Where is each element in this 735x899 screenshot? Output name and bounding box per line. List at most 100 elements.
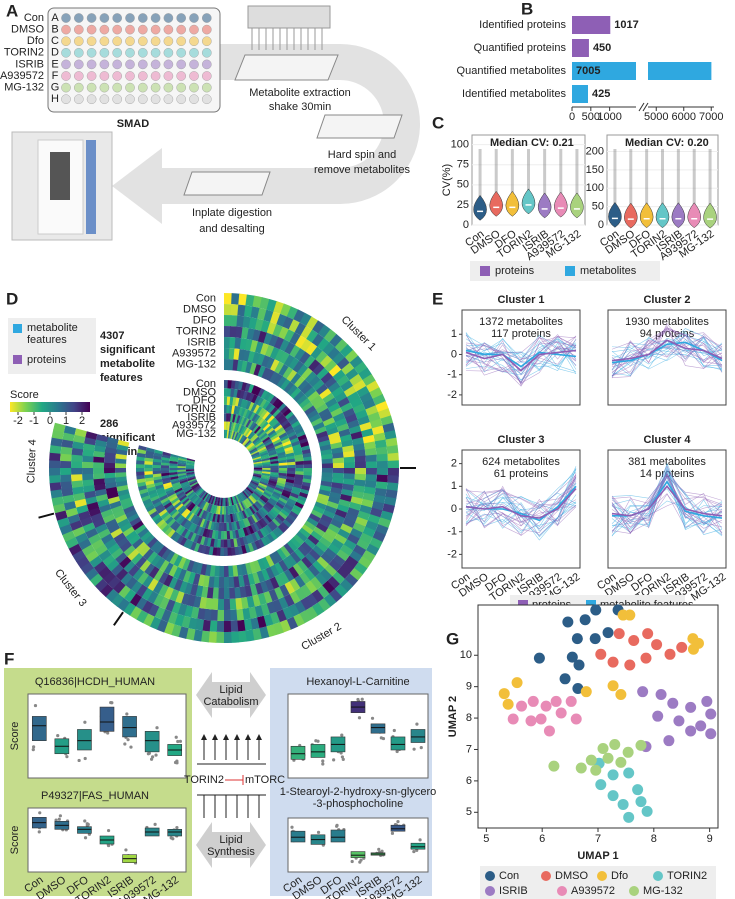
jitter-point	[54, 818, 58, 822]
jitter-point	[357, 716, 362, 720]
count-text: metabolite	[100, 358, 155, 370]
heatmap-cell	[293, 309, 306, 323]
well	[112, 13, 122, 23]
heatmap-cell	[354, 455, 366, 463]
heatmap-cell	[304, 386, 317, 399]
heatmap-cell	[253, 459, 262, 463]
heatmap-cell	[241, 436, 248, 445]
heatmap-cell	[373, 432, 386, 443]
heatmap-cell	[221, 514, 224, 523]
heatmap-cell	[363, 486, 376, 496]
heatmap-cell	[385, 489, 398, 500]
heatmap-cell	[172, 566, 183, 579]
ring-label: TORIN2	[176, 403, 216, 415]
heatmap-cell	[253, 466, 263, 469]
heatmap-cell	[233, 504, 238, 513]
heatmap-cell	[257, 484, 267, 490]
heatmap-cell	[207, 495, 213, 504]
well	[137, 48, 148, 58]
heatmap-cell	[286, 458, 296, 463]
heatmap-cell	[202, 510, 209, 520]
heatmap-cell	[349, 528, 363, 540]
heatmap-cell	[234, 495, 239, 504]
well	[74, 24, 84, 35]
well	[86, 94, 97, 104]
heatmap-cell	[167, 493, 177, 500]
heatmap-cell	[223, 497, 226, 507]
heatmap-cell	[229, 326, 238, 338]
heatmap-cell	[197, 517, 204, 527]
jitter-point	[125, 712, 129, 716]
scatter-point	[566, 651, 578, 663]
trace-line	[465, 334, 577, 373]
heatmap-cell	[167, 506, 176, 514]
trace-line	[465, 337, 577, 368]
colorbar-tick-label: 0	[47, 415, 53, 427]
heatmap-cell	[93, 450, 106, 458]
heatmap-cell	[213, 496, 218, 506]
cluster-label: Cluster 3	[52, 567, 89, 609]
well	[150, 48, 161, 58]
heatmap-cell	[266, 485, 275, 492]
heatmap-cell	[169, 471, 178, 476]
mean-line	[465, 349, 577, 368]
heatmap-cell	[136, 463, 145, 468]
heatmap-cell	[160, 467, 170, 471]
heatmap-cell	[248, 533, 255, 544]
colorbar-tick-label: 1	[63, 415, 69, 427]
jitter-point	[32, 745, 36, 749]
y-tick-label: 100	[586, 182, 604, 194]
heatmap-cell	[210, 598, 219, 610]
heatmap-cell	[263, 491, 272, 498]
jitter-point	[150, 755, 155, 759]
legend-label: DMSO	[555, 870, 588, 882]
heatmap-cell	[244, 409, 251, 419]
y-axis-label: Score	[9, 722, 21, 751]
heatmap-cell	[295, 461, 304, 466]
heatmap-cell	[235, 423, 241, 433]
heatmap-cell	[320, 412, 334, 423]
heatmap-cell	[278, 459, 287, 464]
heatmap-cell	[260, 476, 270, 481]
heatmap-cell	[299, 351, 312, 365]
arrow-tips	[201, 734, 262, 740]
heatmap-cell	[259, 481, 268, 487]
heatmap-cell	[255, 416, 263, 425]
heatmap-cell	[187, 512, 195, 522]
axis-break	[638, 102, 645, 112]
ring-label: DMSO	[183, 303, 216, 315]
scatter-point	[637, 686, 649, 698]
cluster-count: 1372 metabolites	[479, 316, 563, 328]
scatter-point	[579, 614, 591, 626]
heatmap-cell	[175, 489, 184, 496]
heatmap-cell	[255, 511, 263, 520]
heatmap-cell	[249, 412, 256, 421]
heatmap-cell	[52, 502, 66, 514]
heatmap-cell	[218, 497, 222, 507]
heatmap-cell	[289, 345, 301, 358]
heatmap-cell	[240, 435, 247, 444]
colorbar-tick-label: -2	[13, 415, 23, 427]
heatmap-cell	[204, 511, 211, 521]
heatmap-cell	[205, 528, 211, 538]
well	[86, 59, 97, 70]
heatmap-cell	[342, 445, 354, 453]
heatmap-cell	[169, 467, 178, 471]
heatmap-cell	[136, 571, 149, 585]
heatmap-cell	[259, 419, 267, 428]
scatter-point	[570, 713, 582, 725]
ring-label: Con	[196, 292, 216, 304]
plate-row-letter: C	[51, 35, 59, 47]
heatmap-cell	[168, 588, 180, 602]
heatmap-cell	[277, 524, 287, 534]
jitter-point	[37, 830, 41, 834]
heatmap-cell	[288, 495, 298, 503]
well	[150, 24, 161, 35]
heatmap-cell	[82, 467, 94, 475]
box	[99, 706, 115, 732]
category-label: Identified metabolites	[462, 88, 566, 100]
heatmap-cell	[270, 460, 279, 465]
heatmap-cell	[200, 500, 207, 510]
violin	[608, 201, 622, 228]
